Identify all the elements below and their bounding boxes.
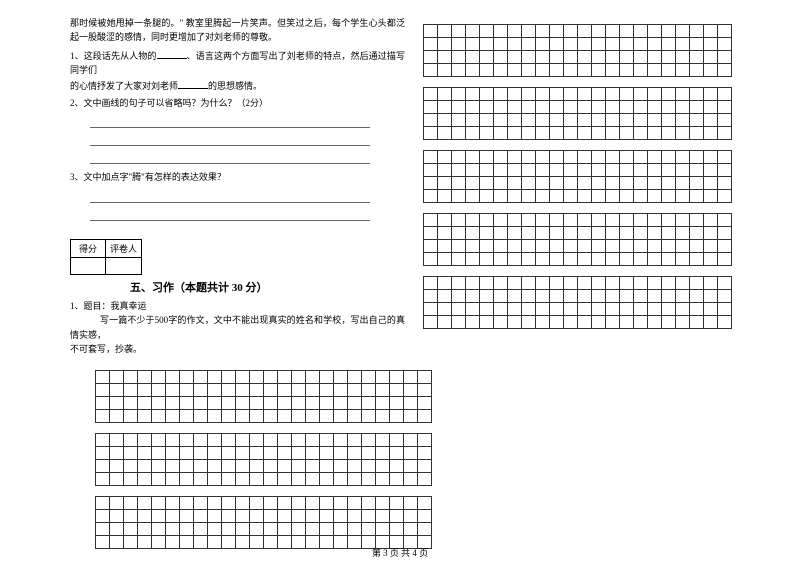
q2-answer-line-2[interactable]	[90, 133, 370, 146]
q1-l2-prefix: 的心情抒发了大家对刘老师	[70, 81, 178, 91]
exam-page: 那时候被她甩掉一条腿的。" 教室里腾起一片笑声。但笑过之后，每个学生心头都泛起一…	[0, 0, 800, 565]
essay-instruction-2: 不可套写，抄袭。	[70, 342, 405, 356]
page-footer: 第 3 页 共 4 页	[0, 546, 800, 559]
question-2: 2、文中画线的句子可以省略吗？为什么？（2分）	[70, 96, 405, 110]
question-1: 1、这段话先从人物的、语言这两个方面写出了刘老师的特点，然后通过描写同学们	[70, 48, 405, 78]
writing-grid-group-bottom[interactable]	[95, 370, 760, 549]
q1-blank-2[interactable]	[178, 78, 208, 89]
section-5-title: 五、习作（本题共计 30 分）	[130, 279, 405, 295]
grader-label: 评卷人	[106, 239, 142, 257]
score-table: 得分 评卷人	[70, 239, 142, 275]
q1-suffix: 的思想感情。	[208, 81, 262, 91]
q2-answer-line-3[interactable]	[90, 151, 370, 164]
left-column: 那时候被她甩掉一条腿的。" 教室里腾起一片笑声。但笑过之后，每个学生心头都泛起一…	[70, 16, 405, 356]
q3-answer-line-1[interactable]	[90, 190, 370, 203]
writing-grid-group-2[interactable]	[423, 213, 738, 329]
grader-cell[interactable]	[106, 257, 142, 274]
two-column-layout: 那时候被她甩掉一条腿的。" 教室里腾起一片笑声。但笑过之后，每个学生心头都泛起一…	[70, 16, 760, 356]
q1-blank-1[interactable]	[157, 48, 187, 59]
right-column	[423, 16, 738, 356]
score-cell[interactable]	[71, 257, 106, 274]
writing-grid-group-1[interactable]	[423, 24, 738, 203]
q2-answer-line-1[interactable]	[90, 115, 370, 128]
score-label: 得分	[71, 239, 106, 257]
question-1-line2: 的心情抒发了大家对刘老师 的思想感情。	[70, 78, 405, 93]
q3-answer-line-2[interactable]	[90, 208, 370, 221]
q1-prefix: 1、这段话先从人物的	[70, 51, 157, 61]
passage-text: 那时候被她甩掉一条腿的。" 教室里腾起一片笑声。但笑过之后，每个学生心头都泛起一…	[70, 16, 405, 45]
essay-instruction-1: 写一篇不少于500字的作文，文中不能出现真实的姓名和学校，写出自己的真情实感，	[70, 313, 405, 342]
essay-topic: 1、题目：我真幸运	[70, 299, 405, 313]
question-3: 3、文中加点字"腾"有怎样的表达效果？	[70, 170, 405, 184]
